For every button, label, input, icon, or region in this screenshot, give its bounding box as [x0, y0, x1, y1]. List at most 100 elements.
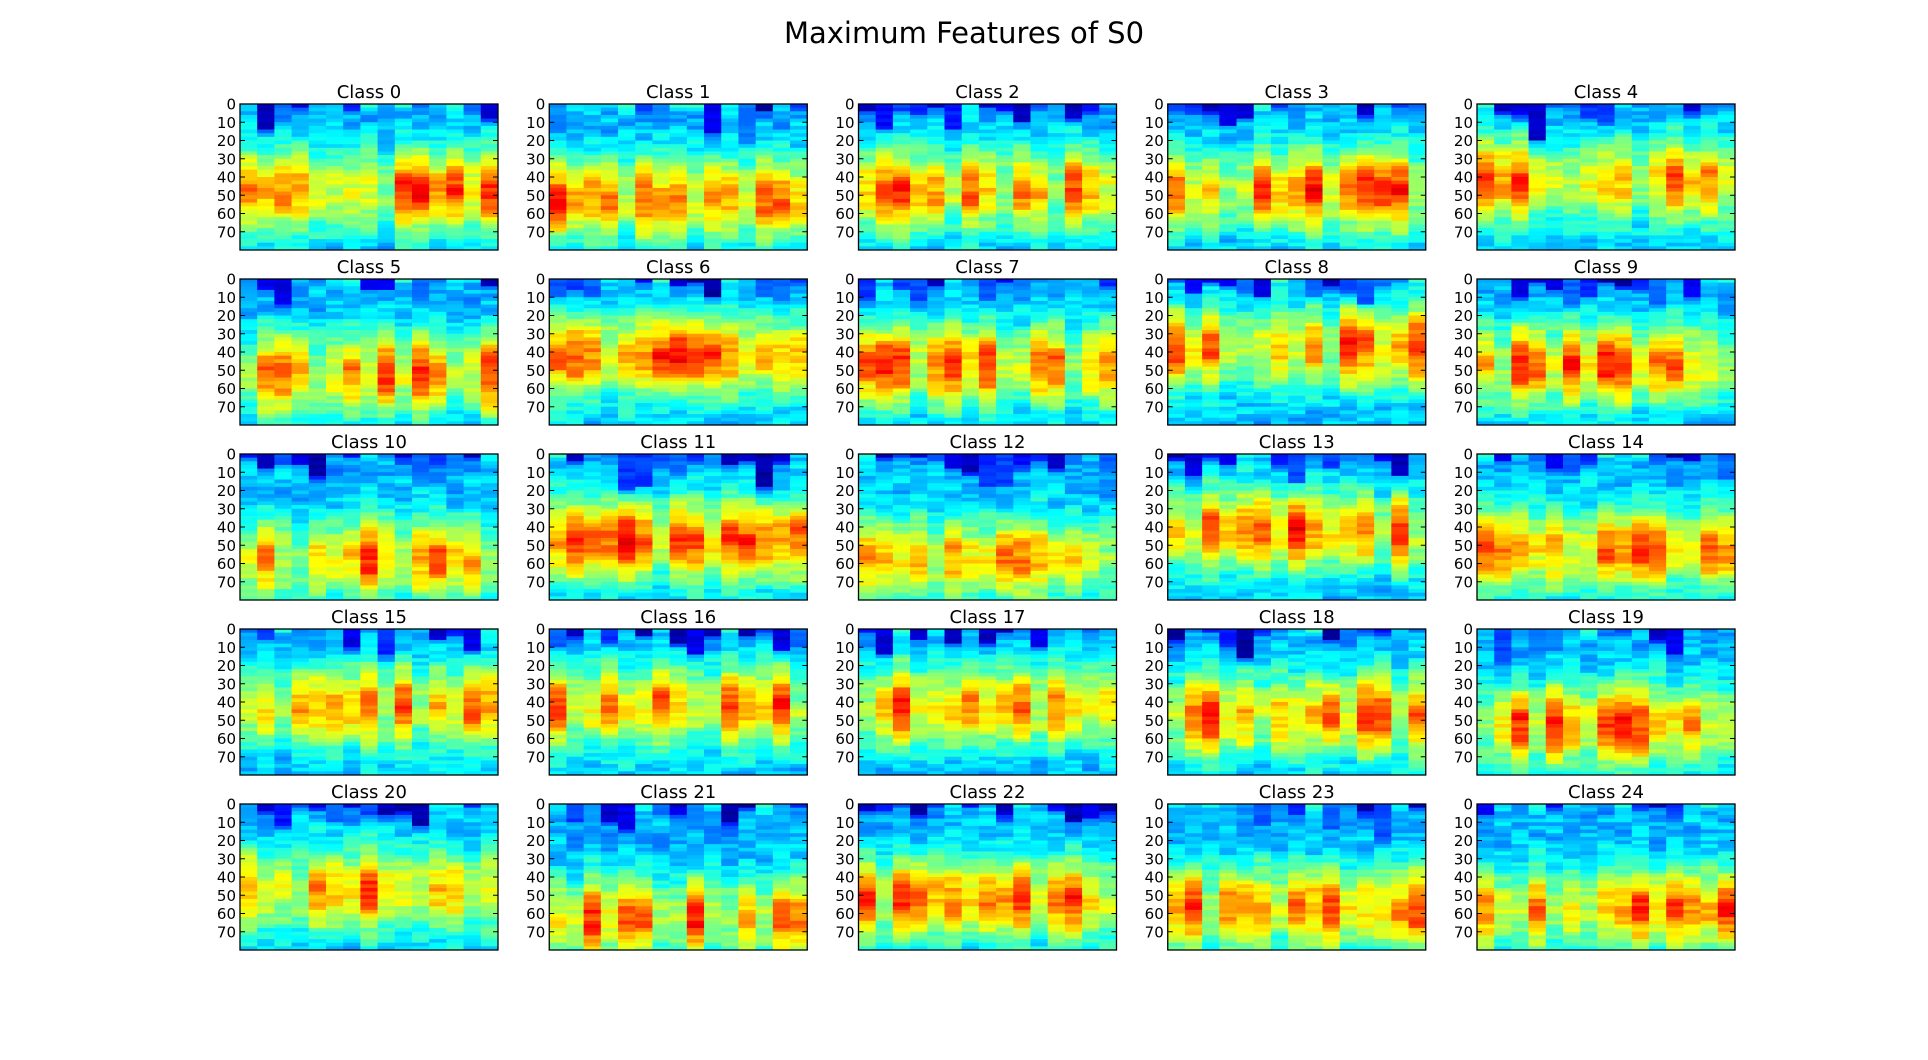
heatmap-cell	[309, 144, 327, 148]
heatmap-cell	[1254, 166, 1272, 170]
heatmap-cell	[395, 385, 413, 389]
heatmap-cell	[1065, 297, 1083, 301]
heatmap-cell	[1254, 133, 1272, 137]
heatmap-cell	[670, 290, 688, 294]
heatmap-cell	[584, 418, 602, 422]
heatmap-cell	[773, 367, 791, 371]
heatmap-cell	[1082, 228, 1100, 232]
heatmap-cell	[360, 122, 378, 126]
heatmap-cell	[618, 214, 636, 218]
heatmap-cell	[1529, 115, 1547, 119]
heatmap-cell	[429, 297, 447, 301]
y-tick-label: 0	[226, 96, 236, 114]
heatmap-cell	[910, 356, 928, 360]
heatmap-cell	[773, 407, 791, 411]
heatmap-cell	[1305, 206, 1323, 210]
heatmap-cell	[670, 326, 688, 330]
heatmap-cell	[309, 184, 327, 188]
heatmap-cell	[292, 141, 310, 145]
heatmap-cell	[412, 403, 430, 407]
heatmap-cell	[910, 144, 928, 148]
heatmap-cell	[652, 122, 670, 126]
heatmap-cell	[1563, 177, 1581, 181]
heatmap-cell	[927, 312, 945, 316]
heatmap-cell	[859, 283, 877, 287]
heatmap-cell	[1666, 203, 1684, 207]
heatmap-cell	[704, 345, 722, 349]
heatmap-cell	[274, 316, 292, 320]
heatmap-cell	[945, 203, 963, 207]
heatmap-cell	[1288, 195, 1306, 199]
heatmap-cell	[962, 115, 980, 119]
heatmap-cell	[1511, 195, 1529, 199]
heatmap-cell	[859, 206, 877, 210]
heatmap-cell	[412, 378, 430, 382]
heatmap-cell	[1031, 166, 1049, 170]
heatmap-cell	[1048, 312, 1066, 316]
heatmap-cell	[257, 192, 275, 196]
heatmap-cell	[1202, 210, 1220, 214]
heatmap-cell	[1031, 195, 1049, 199]
heatmap-cell	[1494, 162, 1512, 166]
heatmap-cell	[240, 370, 258, 374]
heatmap-cell	[979, 367, 997, 371]
heatmap-cell	[326, 286, 344, 290]
heatmap-cell	[721, 195, 739, 199]
heatmap-cell	[378, 294, 396, 298]
heatmap-cell	[1701, 224, 1719, 228]
heatmap-cell	[1099, 115, 1117, 119]
heatmap-cell	[1701, 195, 1719, 199]
heatmap-cell	[429, 228, 447, 232]
y-tick-label: 30	[526, 325, 545, 343]
heatmap-cell	[343, 323, 361, 327]
heatmap-cell	[996, 122, 1014, 126]
heatmap-cell	[704, 378, 722, 382]
heatmap-cell	[1340, 192, 1358, 196]
heatmap-cell	[1219, 173, 1237, 177]
heatmap-cell	[738, 283, 756, 287]
heatmap-cell	[704, 323, 722, 327]
heatmap-cell	[481, 133, 499, 137]
heatmap-cell	[584, 155, 602, 159]
heatmap-cell	[343, 370, 361, 374]
heatmap-cell	[738, 396, 756, 400]
heatmap-cell	[309, 130, 327, 134]
heatmap-cell	[1580, 133, 1598, 137]
heatmap-cell	[1031, 210, 1049, 214]
heatmap-cell	[446, 170, 464, 174]
heatmap-cell	[309, 305, 327, 309]
heatmap-cell	[635, 111, 653, 115]
heatmap-cell	[1374, 177, 1392, 181]
heatmap-cell	[773, 286, 791, 290]
heatmap-cell	[429, 337, 447, 341]
heatmap-cell	[1031, 381, 1049, 385]
heatmap-cell	[360, 301, 378, 305]
heatmap-cell	[274, 221, 292, 225]
heatmap-cell	[704, 224, 722, 228]
heatmap-cell	[1409, 133, 1427, 137]
heatmap-cell	[378, 407, 396, 411]
heatmap-cell	[738, 312, 756, 316]
heatmap-cell	[274, 403, 292, 407]
heatmap-cell	[1563, 184, 1581, 188]
heatmap-cell	[962, 389, 980, 393]
heatmap-cell	[240, 177, 258, 181]
heatmap-cell	[326, 345, 344, 349]
heatmap-cell	[1374, 235, 1392, 239]
heatmap-cell	[395, 133, 413, 137]
heatmap-cell	[1202, 130, 1220, 134]
heatmap-cell	[1031, 243, 1049, 247]
heatmap-cell	[962, 217, 980, 221]
heatmap-cell	[670, 374, 688, 378]
heatmap-cell	[1683, 217, 1701, 221]
heatmap-cell	[670, 177, 688, 181]
heatmap-cell	[1511, 122, 1529, 126]
heatmap-cell	[1683, 173, 1701, 177]
heatmap-cell	[1013, 290, 1031, 294]
heatmap-cell	[910, 403, 928, 407]
heatmap-cell	[1718, 235, 1736, 239]
y-tick-label: 10	[526, 289, 545, 307]
heatmap-cell	[378, 345, 396, 349]
heatmap-cell	[652, 166, 670, 170]
